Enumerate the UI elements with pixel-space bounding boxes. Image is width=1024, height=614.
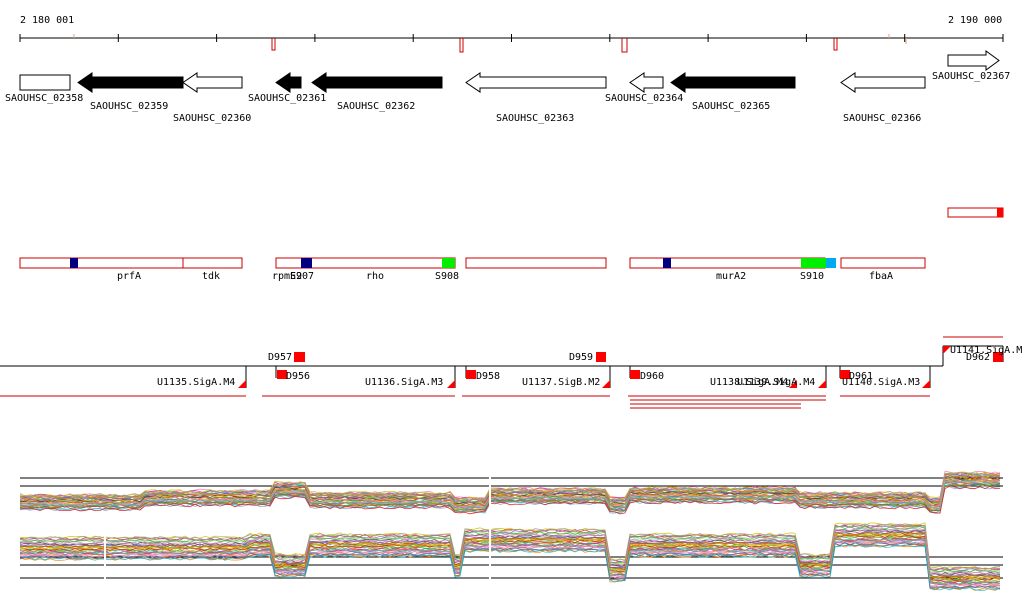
feature-label: tdk (202, 271, 220, 282)
segment-label: D960 (640, 371, 664, 382)
segment-marker[interactable] (630, 370, 640, 379)
feature-box[interactable] (947, 207, 1004, 218)
gene-arrow[interactable] (311, 72, 443, 93)
segment-label: U1136.SigA.M3 (365, 377, 443, 388)
feature-labels: prfA tdk rpmE2 S907 rho S908 murA2 S910 … (117, 271, 893, 282)
feature-markers (70, 258, 836, 268)
gene-label: SAOUHSC_02365 (692, 101, 770, 112)
feature-label: rho (366, 271, 384, 282)
segment-label: U1138.SigA.M4 (710, 377, 788, 388)
expression-track-upper (19, 470, 1003, 515)
gene-arrow[interactable] (275, 72, 302, 93)
coordinate-ruler: 2 180 001 2 190 000 (19, 15, 1004, 53)
segment-label: U1139.SigA.M4 (737, 377, 815, 388)
segment-marker[interactable] (294, 352, 305, 362)
feature-box[interactable] (629, 257, 826, 269)
gene-label: SAOUHSC_02362 (337, 101, 415, 112)
gene-arrow[interactable] (670, 72, 796, 93)
segment-label: D957 (268, 352, 292, 363)
gene-label: SAOUHSC_02366 (843, 113, 921, 124)
segment-boxes (238, 346, 1003, 388)
segment-marker[interactable] (466, 370, 476, 379)
segment-label: U1137.SigB.M2 (522, 377, 600, 388)
ruler-markers (73, 34, 907, 53)
ruler-end-label: 2 190 000 (948, 15, 1002, 26)
feature-label: S910 (800, 271, 824, 282)
segment-marker[interactable] (993, 352, 1003, 362)
gene-label: SAOUHSC_02367 (932, 71, 1010, 82)
segment-marker[interactable] (840, 370, 850, 379)
feature-label: S907 (290, 271, 314, 282)
gene-arrow[interactable] (629, 72, 664, 93)
feature-box[interactable] (840, 257, 926, 269)
gene-arrow[interactable] (19, 74, 71, 91)
segment-label: U1140.SigA.M3 (842, 377, 920, 388)
feature-marker (70, 258, 78, 268)
gene-track: SAOUHSC_02358 SAOUHSC_02359 SAOUHSC_0236… (5, 50, 1010, 124)
segment-label: U1135.SigA.M4 (157, 377, 235, 388)
gene-arrow[interactable] (77, 72, 184, 93)
expression-track-lower (19, 522, 1003, 591)
gene-arrow[interactable] (182, 72, 243, 93)
gene-label: SAOUHSC_02360 (173, 113, 251, 124)
ruler-start-label: 2 180 001 (20, 15, 74, 26)
segment-marker[interactable] (277, 370, 287, 379)
segment-label: D961 (849, 371, 873, 382)
feature-box[interactable] (19, 257, 243, 269)
feature-marker (301, 258, 312, 268)
gene-label: SAOUHSC_02359 (90, 101, 168, 112)
gene-label: SAOUHSC_02363 (496, 113, 574, 124)
segment-labels: D957 D956 D958 D959 D960 D961 D962 U1135… (157, 345, 1022, 388)
feature-marker (663, 258, 671, 268)
segment-label: D959 (569, 352, 593, 363)
segment-label: D958 (476, 371, 500, 382)
feature-label: murA2 (716, 271, 746, 282)
segment-label: D956 (286, 371, 310, 382)
segment-label: U1141.SigA.M (950, 345, 1022, 356)
feature-track (19, 207, 1004, 269)
feature-marker (826, 258, 836, 268)
feature-label: rpmE2 (272, 271, 302, 282)
segment-track: D957 D956 D958 D959 D960 D961 D962 U1135… (0, 336, 1022, 409)
gene-arrow[interactable] (947, 50, 1000, 71)
feature-marker (997, 208, 1003, 217)
feature-label: fbaA (869, 271, 893, 282)
segment-label: D962 (966, 352, 990, 363)
gene-label: SAOUHSC_02358 (5, 93, 83, 104)
gene-label: SAOUHSC_02361 (248, 93, 326, 104)
gene-label: SAOUHSC_02364 (605, 93, 683, 104)
feature-label: prfA (117, 271, 141, 282)
feature-marker (442, 258, 455, 268)
feature-box[interactable] (465, 257, 607, 269)
gene-arrow[interactable] (840, 72, 926, 93)
ruler-ticks (19, 34, 1004, 42)
gene-arrow[interactable] (465, 72, 607, 93)
segment-marker[interactable] (596, 352, 606, 362)
feature-label: S908 (435, 271, 459, 282)
feature-marker (801, 258, 826, 268)
